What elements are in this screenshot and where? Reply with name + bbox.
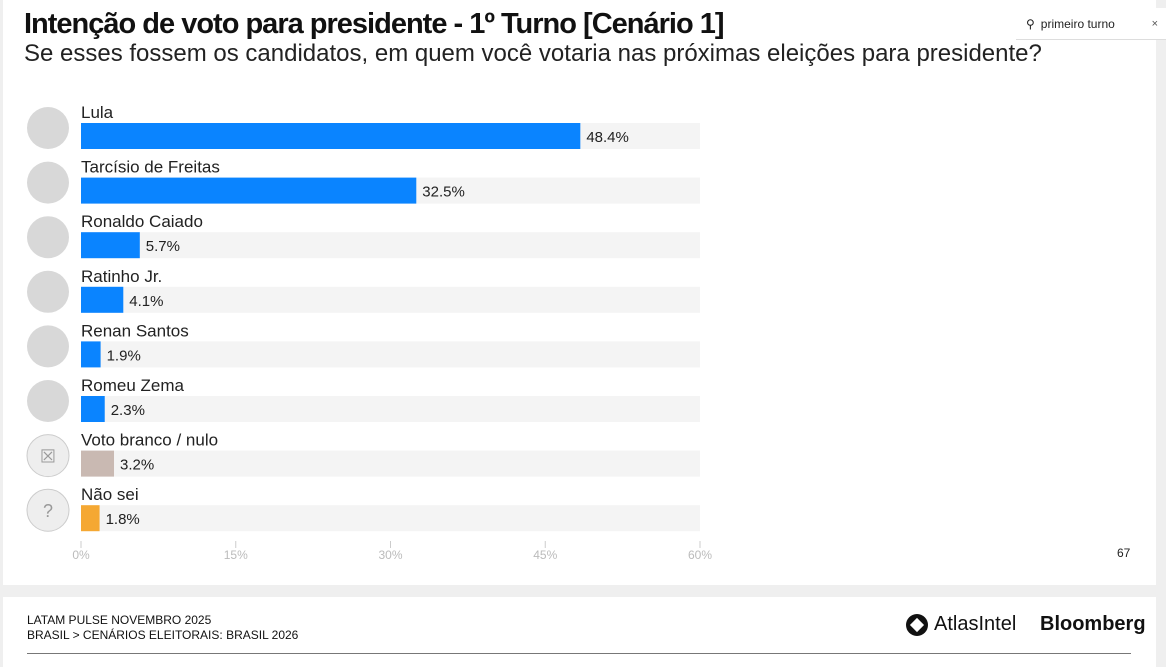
bar [81,286,124,313]
x-tick-label: 45% [533,548,557,562]
bar [81,396,105,422]
bar [81,450,115,477]
bar [81,123,581,149]
bar-track [81,232,700,259]
placeholder-icon [26,434,70,478]
chart-title: Intenção de voto para presidente - 1º Tu… [24,8,725,40]
data-label: 32.5% [422,184,465,201]
category-label: Voto branco / nulo [81,431,218,450]
data-label: 3.2% [120,457,154,474]
data-label: 1.8% [106,511,140,528]
category-label: Ratinho Jr. [81,267,162,286]
footer: LATAM PULSE NOVEMBRO 2025 BRASIL > CENÁR… [3,597,1156,667]
page-number: 67 [1117,546,1131,560]
x-tick-label: 60% [688,548,712,562]
atlasintel-logo-icon [906,613,928,636]
bar-track [81,505,700,532]
blank-vote-icon: ☒ [40,447,56,467]
bar-track [81,286,700,313]
bar-track [81,396,700,422]
candidate-avatar [27,216,69,259]
category-label: Tarcísio de Freitas [81,158,220,177]
bloomberg-logo: Bloomberg [1040,613,1146,635]
x-tick-label: 15% [224,548,248,562]
bar [81,505,100,532]
data-label: 2.3% [111,402,145,419]
candidate-avatar [27,161,69,204]
category-label: Ronaldo Caiado [81,212,203,231]
category-label: Renan Santos [81,321,189,340]
bar [81,232,140,259]
search-box[interactable]: ⚲ primeiro turno × [1016,8,1166,40]
category-label: Romeu Zema [81,376,185,395]
footer-survey: LATAM PULSE NOVEMBRO 2025 [27,613,212,627]
data-label: 5.7% [146,238,180,255]
x-tick-label: 30% [378,548,402,562]
candidate-avatar [27,270,69,313]
candidate-avatar [27,325,69,368]
category-label: Não sei [81,485,139,504]
placeholder-icon [26,488,70,532]
chart-subtitle: Se esses fossem os candidatos, em quem v… [24,40,1042,67]
atlasintel-logo: AtlasIntel [906,613,1016,636]
bar [81,177,417,204]
divider [27,653,1131,654]
search-input[interactable]: primeiro turno [1040,16,1115,31]
bar [81,341,101,368]
data-label: 4.1% [129,293,163,310]
search-icon: ⚲ [1026,16,1035,31]
data-label: 1.9% [107,347,141,364]
clear-search-button[interactable]: × [1151,17,1158,30]
candidate-avatar [27,107,69,149]
bar-track [81,341,700,368]
candidate-avatar [27,380,69,422]
data-label: 48.4% [586,129,629,146]
x-tick-label: 0% [72,548,90,562]
bar-track [81,450,700,477]
footer-breadcrumb: BRASIL > CENÁRIOS ELEITORAIS: BRASIL 202… [27,628,299,642]
question-icon: ? [43,501,53,521]
bar-chart: Lula 48.4% Tarcísio de Freitas 32.5% Ronaldo… [26,103,712,562]
category-label: Lula [81,103,114,122]
